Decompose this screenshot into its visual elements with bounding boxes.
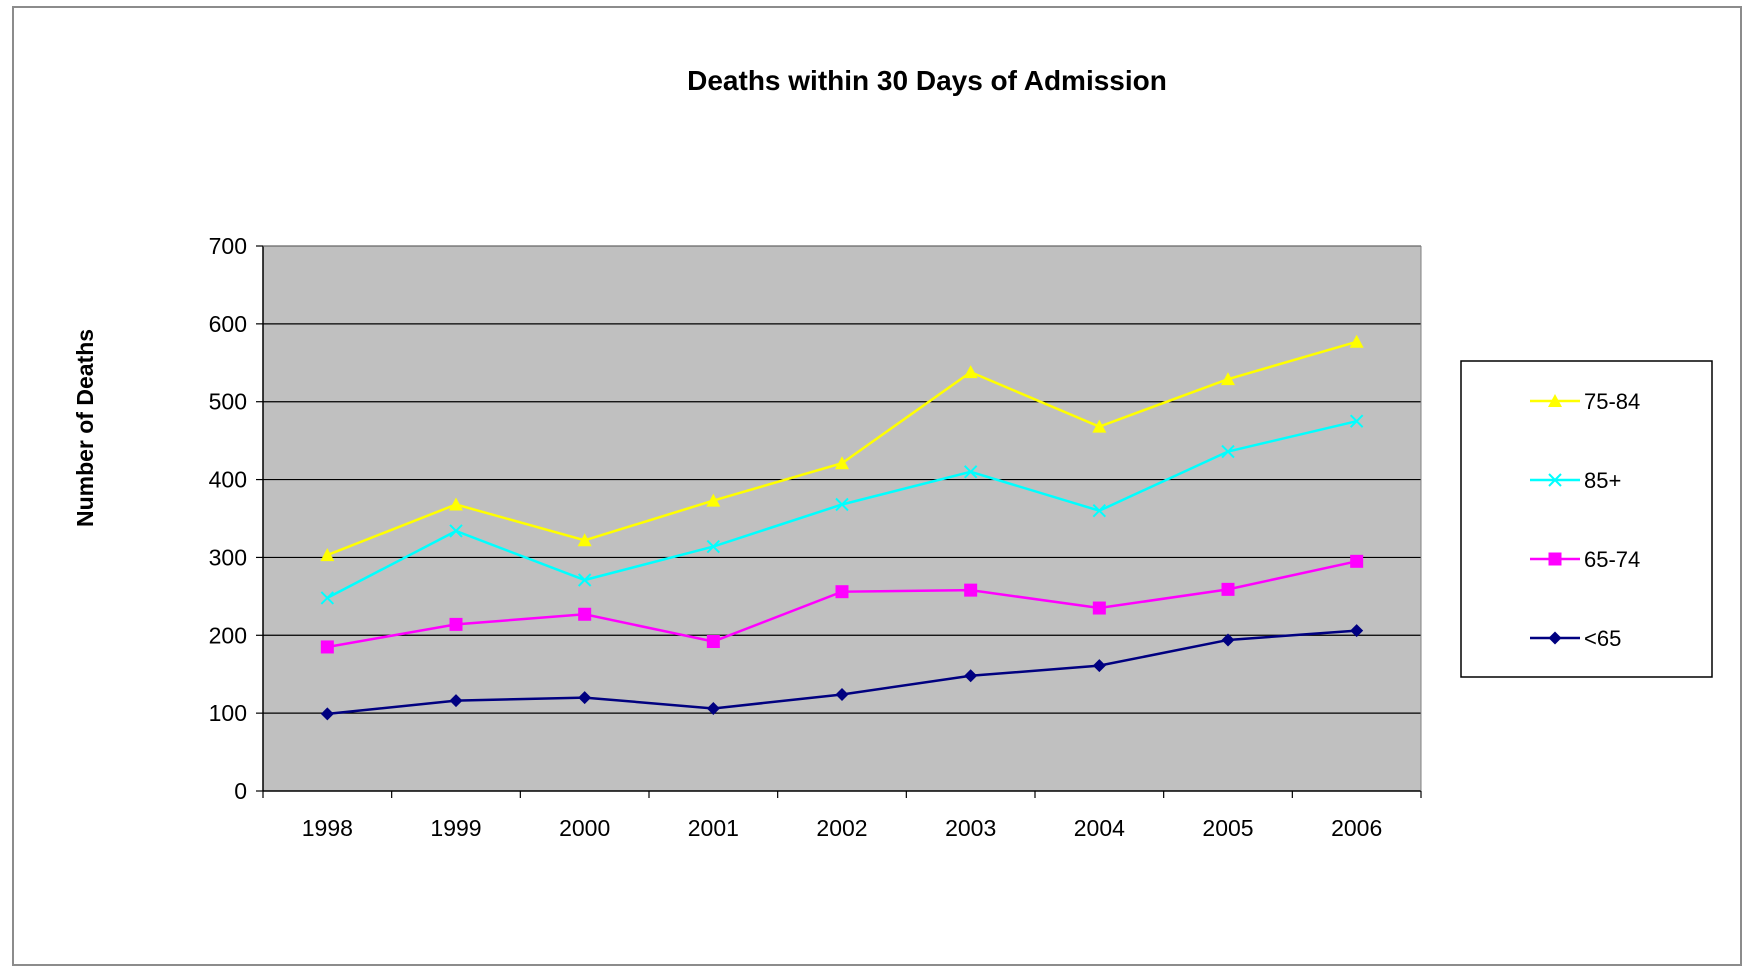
x-tick-label: 2002 bbox=[816, 815, 867, 841]
chart-title: Deaths within 30 Days of Admission bbox=[687, 65, 1167, 96]
plot-area bbox=[263, 246, 1421, 791]
y-tick-label: 700 bbox=[209, 233, 247, 259]
data-point bbox=[577, 573, 592, 587]
data-point bbox=[1548, 473, 1562, 487]
x-tick-label: 1998 bbox=[302, 815, 353, 841]
data-point bbox=[1092, 659, 1106, 673]
y-tick-label: 200 bbox=[209, 622, 247, 648]
y-tick-label: 300 bbox=[209, 544, 247, 570]
data-point bbox=[706, 539, 721, 554]
data-point bbox=[964, 583, 978, 597]
x-tick-label: 1999 bbox=[430, 815, 481, 841]
data-point bbox=[578, 607, 592, 621]
series-85+ bbox=[320, 414, 1364, 605]
legend-box bbox=[1460, 360, 1713, 678]
data-point bbox=[835, 687, 849, 701]
data-point bbox=[320, 640, 334, 654]
data-point bbox=[1221, 633, 1235, 647]
series-layer bbox=[320, 334, 1364, 721]
x-tick-label: 2006 bbox=[1331, 815, 1382, 841]
data-point bbox=[1349, 414, 1364, 428]
data-point bbox=[449, 617, 463, 631]
legend-label: 75-84 bbox=[1584, 389, 1640, 414]
x-tick-label: 2001 bbox=[688, 815, 739, 841]
data-point bbox=[1349, 334, 1364, 348]
y-tick-label: 0 bbox=[234, 778, 247, 804]
data-point bbox=[706, 493, 721, 507]
data-point bbox=[320, 707, 334, 721]
data-point bbox=[1092, 601, 1106, 615]
data-point bbox=[320, 591, 335, 605]
data-point bbox=[449, 694, 463, 708]
data-point bbox=[449, 524, 463, 538]
data-point bbox=[1221, 372, 1235, 386]
legend-label: 85+ bbox=[1584, 468, 1621, 493]
axes bbox=[262, 245, 1422, 792]
data-point bbox=[320, 548, 335, 562]
data-point bbox=[1221, 444, 1235, 459]
y-tick-label: 100 bbox=[209, 700, 247, 726]
legend-entry: 65-74 bbox=[1530, 547, 1640, 572]
series-65-74 bbox=[320, 554, 1364, 654]
legend: 75-84 85+ 65-74 <65 bbox=[1460, 360, 1713, 678]
data-point bbox=[1350, 554, 1364, 568]
legend-entry: 85+ bbox=[1530, 468, 1621, 493]
y-tick-label: 600 bbox=[209, 311, 247, 337]
data-point bbox=[835, 497, 849, 512]
y-tick-label: 400 bbox=[209, 467, 247, 493]
data-point bbox=[1221, 582, 1235, 596]
data-point bbox=[963, 365, 978, 379]
legend-label: 65-74 bbox=[1584, 547, 1640, 572]
data-point bbox=[706, 701, 720, 715]
y-axis-ticks: 0 100 200 300 400 500 600 700 bbox=[209, 233, 263, 804]
x-tick-label: 2000 bbox=[559, 815, 610, 841]
data-point bbox=[578, 691, 592, 705]
data-point bbox=[1548, 552, 1562, 566]
y-axis-label: Number of Deaths bbox=[72, 329, 98, 527]
data-point bbox=[1092, 504, 1107, 518]
data-point bbox=[1092, 419, 1107, 433]
legend-entry: <65 bbox=[1530, 626, 1621, 651]
x-axis-ticks: 1998 1999 2000 2001 2002 2003 2004 2005 2006 bbox=[262, 791, 1422, 841]
series-<65 bbox=[320, 624, 1364, 721]
data-point bbox=[963, 465, 978, 479]
data-point bbox=[1350, 624, 1364, 638]
data-point bbox=[835, 456, 849, 470]
legend-label: <65 bbox=[1584, 626, 1621, 651]
data-point bbox=[706, 635, 720, 649]
data-point bbox=[835, 585, 849, 599]
x-tick-label: 2005 bbox=[1202, 815, 1253, 841]
data-point bbox=[1548, 631, 1562, 645]
data-point bbox=[449, 497, 463, 511]
y-tick-label: 500 bbox=[209, 389, 247, 415]
data-point bbox=[1548, 394, 1562, 407]
x-tick-label: 2004 bbox=[1074, 815, 1125, 841]
series-75-84 bbox=[320, 334, 1364, 562]
legend-entry: 75-84 bbox=[1530, 389, 1640, 414]
data-point bbox=[964, 669, 978, 683]
x-tick-label: 2003 bbox=[945, 815, 996, 841]
data-point bbox=[577, 533, 592, 547]
